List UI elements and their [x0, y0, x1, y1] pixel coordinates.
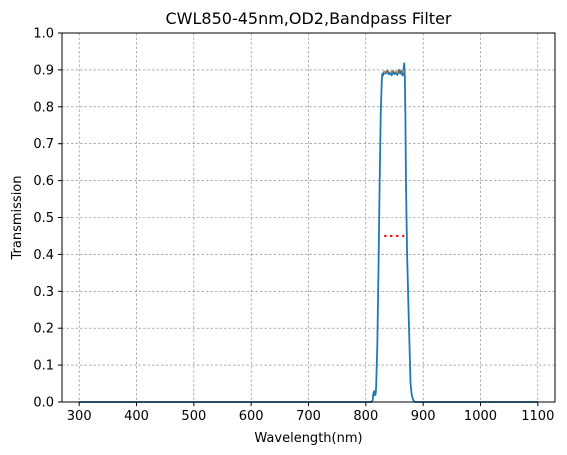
- y-tick-label: 0.8: [33, 100, 54, 115]
- x-tick-label: 600: [239, 409, 264, 424]
- x-tick-label: 700: [296, 409, 321, 424]
- x-tick-label: 500: [181, 409, 206, 424]
- y-tick-label: 0.4: [33, 248, 54, 263]
- x-tick-label: 800: [353, 409, 378, 424]
- x-tick-label: 1100: [521, 409, 554, 424]
- y-tick-label: 0.9: [33, 63, 54, 78]
- x-axis-label: Wavelength(nm): [254, 431, 362, 446]
- x-tick-label: 400: [124, 409, 149, 424]
- x-tick-label: 300: [67, 409, 92, 424]
- y-axis-label: Transmission: [10, 176, 25, 261]
- y-tick-label: 0.6: [33, 174, 54, 189]
- y-tick-label: 0.3: [33, 285, 54, 300]
- y-tick-label: 0.5: [33, 211, 54, 226]
- y-tick-label: 0.1: [33, 359, 54, 374]
- y-tick-label: 1.0: [33, 27, 54, 42]
- y-tick-label: 0.2: [33, 322, 54, 337]
- y-tick-label: 0.0: [33, 396, 54, 411]
- y-tick-label: 0.7: [33, 137, 54, 152]
- series-line-0: [79, 62, 538, 403]
- axis-ticks: 300 400 500 600 700 800 900 1000 1100 0.0 0.1 0.2 0.…: [33, 27, 554, 425]
- x-tick-label: 900: [411, 409, 436, 424]
- x-tick-label: 1000: [464, 409, 497, 424]
- chart-title: CWL850-45nm,OD2,Bandpass Filter: [166, 9, 452, 28]
- plot-series: [79, 62, 538, 403]
